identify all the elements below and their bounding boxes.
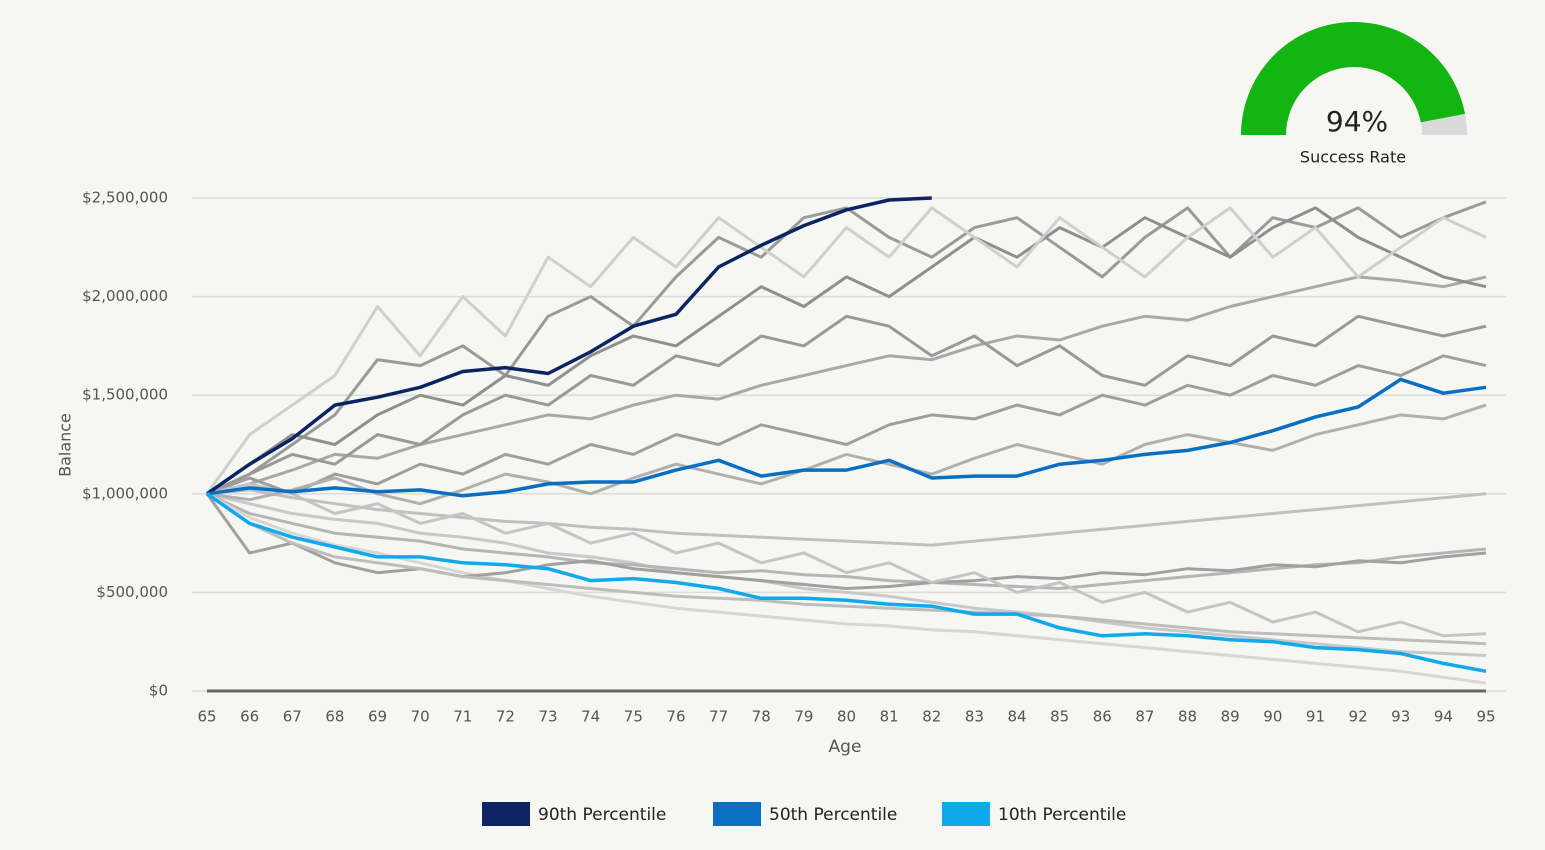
x-tick-label: 83 xyxy=(965,708,984,726)
y-tick-label: $0 xyxy=(149,682,168,700)
simulation-line xyxy=(206,200,1487,496)
x-tick-label: 78 xyxy=(752,708,771,726)
x-tick-label: 92 xyxy=(1349,708,1368,726)
gauge-caption: Success Rate xyxy=(1300,148,1406,167)
x-tick-label: 65 xyxy=(197,708,216,726)
simulation-line xyxy=(206,275,1487,496)
x-tick-label: 68 xyxy=(325,708,344,726)
percentile-line xyxy=(206,196,932,496)
x-tick-label: 72 xyxy=(496,708,515,726)
x-tick-label: 91 xyxy=(1306,708,1325,726)
x-tick-label: 74 xyxy=(581,708,600,726)
x-tick-label: 90 xyxy=(1263,708,1282,726)
x-tick-label: 81 xyxy=(880,708,899,726)
x-tick-label: 87 xyxy=(1135,708,1154,726)
y-tick-label: $2,000,000 xyxy=(82,287,168,305)
x-tick-label: 88 xyxy=(1178,708,1197,726)
legend-swatch xyxy=(482,802,530,826)
x-tick-label: 75 xyxy=(624,708,643,726)
legend-swatch xyxy=(942,802,990,826)
x-tick-label: 77 xyxy=(709,708,728,726)
x-tick-label: 69 xyxy=(368,708,387,726)
y-tick-label: $1,000,000 xyxy=(82,484,168,502)
simulation-line xyxy=(206,482,1487,638)
x-tick-label: 66 xyxy=(240,708,259,726)
simulation-line xyxy=(206,488,1487,547)
x-tick-label: 79 xyxy=(794,708,813,726)
percentile-line xyxy=(206,492,1487,674)
legend-label: 10th Percentile xyxy=(998,805,1126,825)
x-tick-label: 76 xyxy=(666,708,685,726)
simulation-line xyxy=(206,314,1487,496)
x-tick-label: 95 xyxy=(1476,708,1495,726)
x-tick-label: 73 xyxy=(539,708,558,726)
simulation-line xyxy=(206,354,1487,496)
simulation-line xyxy=(206,492,1487,685)
y-axis-title: Balance xyxy=(56,413,75,477)
y-tick-label: $500,000 xyxy=(96,583,168,601)
x-tick-label: 70 xyxy=(411,708,430,726)
x-tick-label: 82 xyxy=(922,708,941,726)
y-tick-label: $1,500,000 xyxy=(82,386,168,404)
simulation-line xyxy=(206,492,1487,646)
simulation-line xyxy=(206,492,1487,590)
x-tick-label: 84 xyxy=(1007,708,1026,726)
gauge-arc xyxy=(1241,22,1465,135)
x-tick-label: 80 xyxy=(837,708,856,726)
legend-label: 50th Percentile xyxy=(769,805,897,825)
simulation-line xyxy=(206,492,1487,657)
x-tick-label: 86 xyxy=(1093,708,1112,726)
x-tick-label: 85 xyxy=(1050,708,1069,726)
x-tick-label: 93 xyxy=(1391,708,1410,726)
x-tick-label: 67 xyxy=(283,708,302,726)
y-tick-label: $2,500,000 xyxy=(82,189,168,207)
simulation-line xyxy=(206,403,1487,506)
legend-label: 90th Percentile xyxy=(538,805,666,825)
x-axis-title: Age xyxy=(829,737,862,757)
simulation-line xyxy=(206,206,1487,496)
legend-swatch xyxy=(713,802,761,826)
percentile-line xyxy=(206,377,1487,498)
simulation-line xyxy=(205,206,1487,495)
x-tick-label: 94 xyxy=(1434,708,1453,726)
gauge-value: 94% xyxy=(1326,105,1388,138)
x-tick-label: 89 xyxy=(1221,708,1240,726)
x-tick-label: 71 xyxy=(453,708,472,726)
